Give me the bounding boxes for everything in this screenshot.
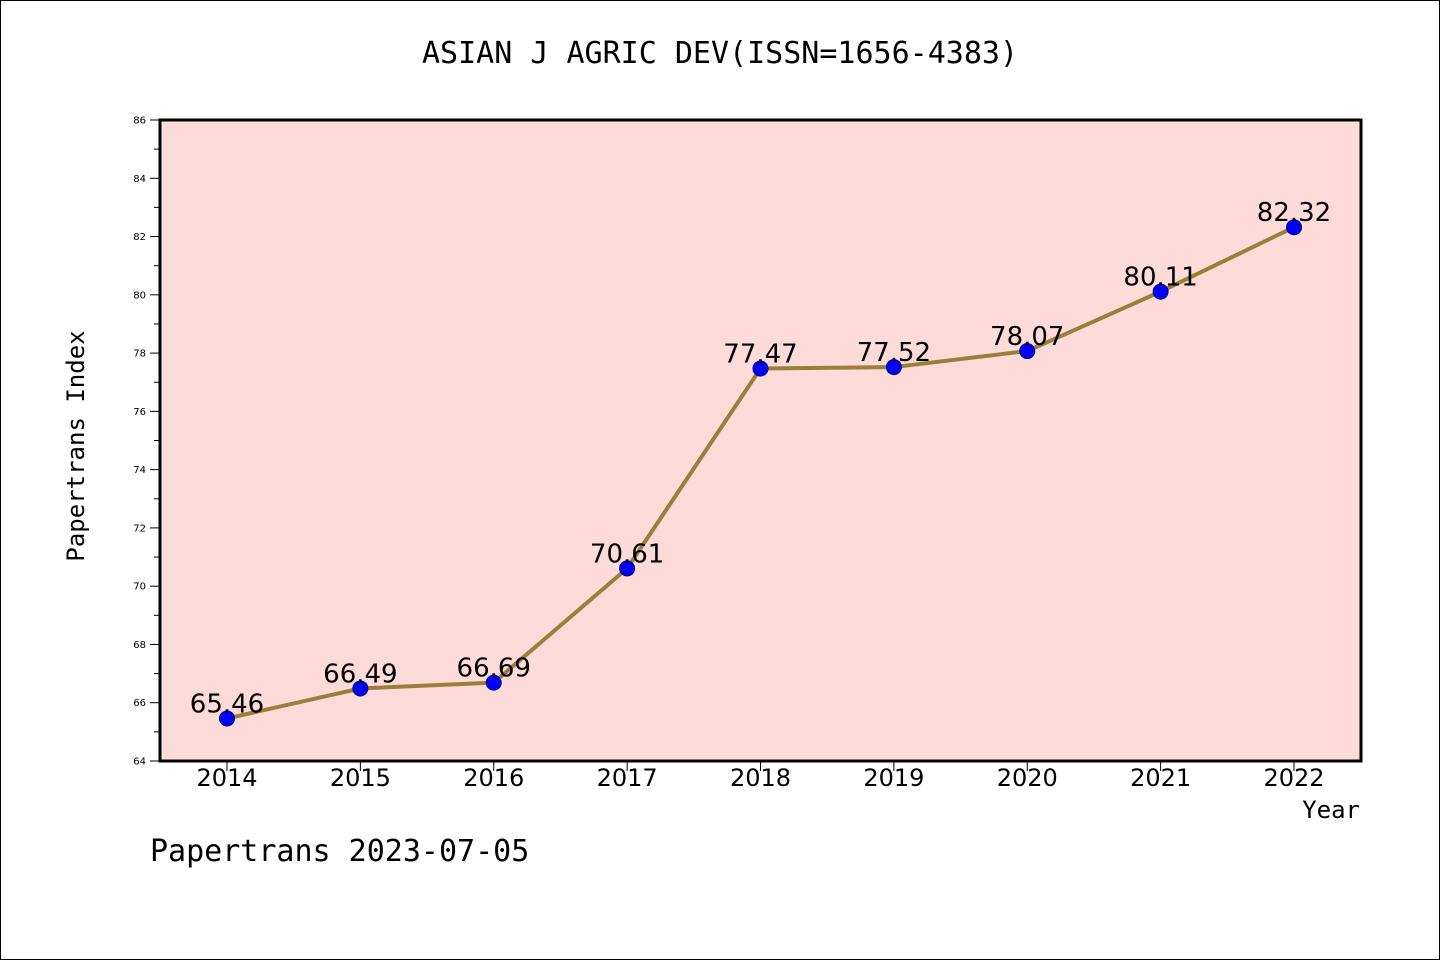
y-tick-label: 66 [133,698,146,709]
data-label: 78.07 [990,322,1064,352]
data-point [485,674,502,691]
data-label: 66.69 [457,654,531,684]
data-point [885,359,902,376]
x-tick-label: 2014 [196,764,257,792]
y-tick-label: 68 [133,640,146,651]
data-point [1019,343,1036,360]
chart-title: ASIAN J AGRIC DEV(ISSN=1656-4383) [421,36,1019,71]
x-tick-label: 2015 [330,764,391,792]
x-tick-label: 2016 [463,764,524,792]
data-label: 80.11 [1123,263,1197,293]
data-label: 82.32 [1257,198,1331,228]
data-point [752,360,769,377]
x-tick-label: 2019 [863,764,924,792]
data-point [352,680,369,697]
data-label: 77.52 [857,338,931,368]
footer-source-date: Papertrans 2023-07-05 [150,834,530,869]
y-tick-label: 78 [133,349,146,360]
y-tick-label: 80 [133,290,146,301]
y-tick-label: 72 [133,523,146,534]
data-point [619,560,636,577]
data-label: 70.61 [590,539,664,569]
y-tick-label: 70 [133,582,146,593]
data-point [1152,283,1169,300]
y-tick-label: 76 [133,407,146,418]
data-point [1286,219,1302,236]
x-tick-label: 2017 [597,764,658,792]
y-tick-label: 84 [133,174,146,185]
data-point [219,710,235,727]
x-tick-label: 2021 [1130,764,1191,792]
x-tick-label: 2022 [1263,764,1324,792]
y-tick-label: 82 [133,232,146,243]
data-label: 66.49 [323,659,397,689]
y-tick-label: 74 [133,465,146,476]
plot-area [160,120,1361,761]
data-label: 65.46 [190,689,264,719]
data-label: 77.47 [723,340,797,370]
plot-border [158,118,1363,763]
y-tick-label: 64 [133,757,146,768]
x-tick-label: 2018 [730,764,791,792]
x-axis-label: Year [1302,796,1360,824]
y-tick-label: 86 [133,116,146,127]
x-tick-label: 2020 [997,764,1058,792]
